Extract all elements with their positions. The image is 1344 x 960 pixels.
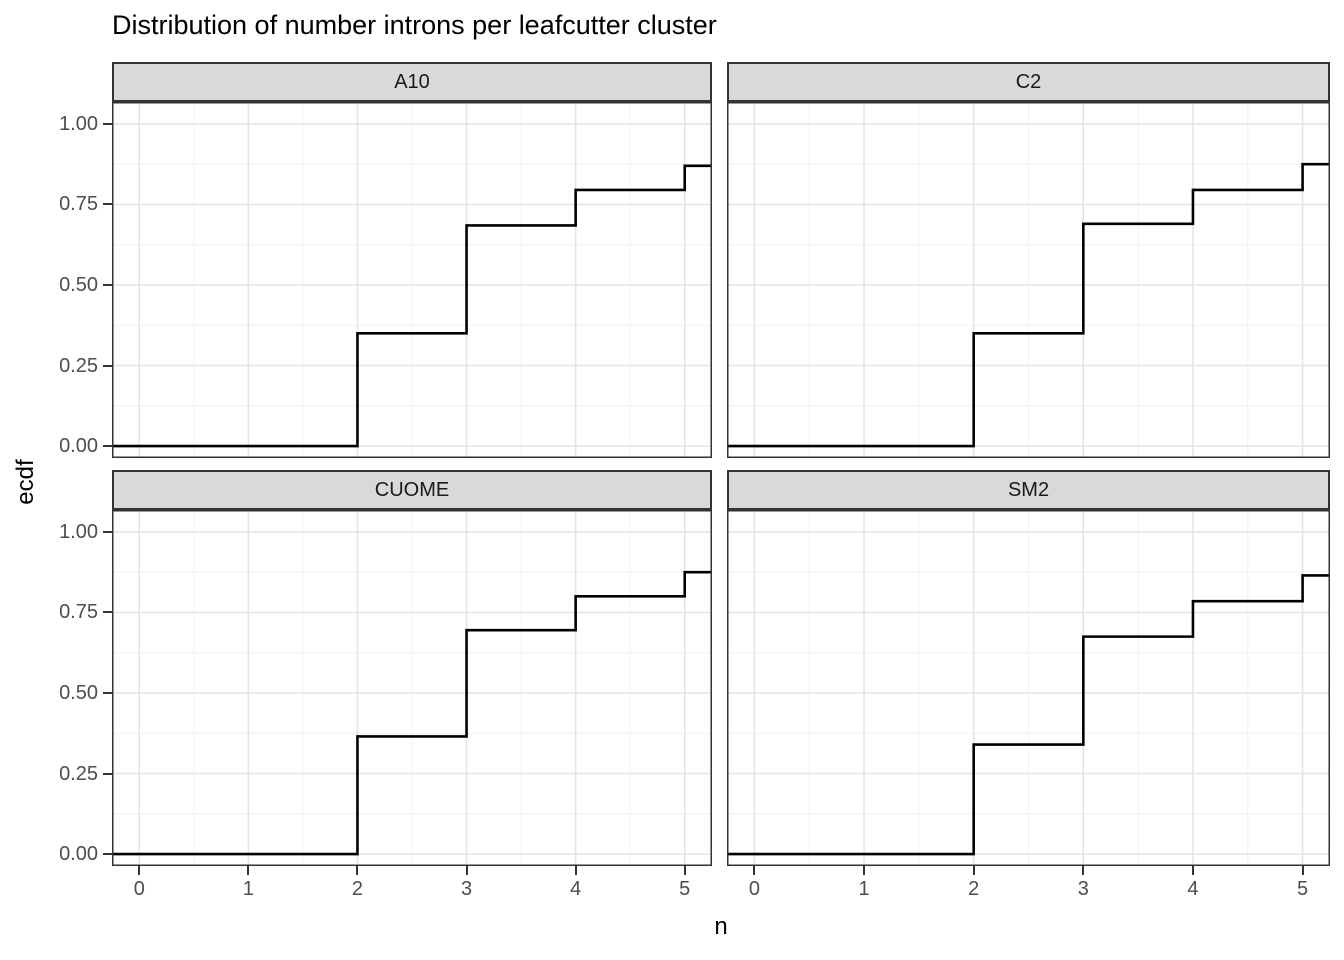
x-tick-mark: [972, 866, 975, 875]
x-axis-title: n: [714, 913, 728, 940]
y-tick-label: 0.00: [59, 843, 98, 866]
facet-strip: A10: [112, 62, 712, 102]
y-tick-label: 1.00: [59, 112, 98, 135]
x-tick-mark: [574, 866, 577, 875]
x-tick-mark: [1301, 866, 1304, 875]
y-tick-label: 0.50: [59, 681, 98, 704]
facet-strip-label: SM2: [1007, 478, 1050, 501]
facet-C2: C2: [727, 62, 1330, 458]
facet-strip-label: A10: [394, 70, 430, 93]
x-tick-mark: [356, 866, 359, 875]
y-tick-label: 0.25: [59, 762, 98, 785]
x-tick-label: 5: [679, 878, 691, 900]
facet-CUOME: CUOME 0.00 0.25 0.50 0.75 1.00 0 1 2 3 4 5: [59, 470, 712, 900]
plot-title: Distribution of number introns per leafc…: [112, 10, 717, 40]
y-tick-label: 1.00: [59, 520, 98, 543]
y-tick-mark: [103, 283, 112, 286]
y-tick-mark: [103, 364, 112, 367]
y-tick-label: 0.00: [59, 435, 98, 458]
x-tick-mark: [138, 866, 141, 875]
y-tick-label: 0.75: [59, 193, 98, 216]
y-tick-mark: [103, 203, 112, 206]
x-tick-label: 3: [460, 878, 473, 900]
facet-strip: CUOME: [112, 470, 712, 510]
x-tick-mark: [753, 866, 756, 875]
x-tick-label: 3: [1077, 878, 1089, 900]
y-tick-mark: [103, 122, 112, 125]
y-tick-mark: [103, 772, 112, 775]
y-tick-mark: [103, 691, 112, 694]
y-tick-mark: [103, 445, 112, 448]
ecdf-panel-CUOME: [112, 510, 712, 866]
y-tick-label: 0.75: [59, 601, 98, 624]
facet-strip: SM2: [727, 470, 1330, 510]
x-tick-label: 2: [351, 878, 364, 900]
y-tick-mark: [103, 853, 112, 856]
x-tick-mark: [1191, 866, 1194, 875]
facet-A10: A10 0.00 0.25 0.50 0.75 1.00: [59, 62, 712, 458]
y-tick-mark: [103, 530, 112, 533]
x-tick-label: 0: [748, 878, 760, 900]
x-tick-label: 4: [1187, 878, 1199, 900]
x-tick-mark: [683, 866, 686, 875]
ecdf-step-line: [112, 570, 712, 856]
ecdf-panel-SM2: [727, 510, 1330, 866]
ecdf-step-line: [112, 164, 712, 448]
x-tick-label: 1: [242, 878, 254, 900]
ecdf-step-line: [727, 162, 1330, 448]
x-tick-label: 4: [570, 878, 582, 900]
x-tick-mark: [247, 866, 250, 875]
y-axis-title: ecdf: [12, 459, 39, 505]
x-tick-mark: [863, 866, 866, 875]
facet-SM2: SM2 0 1 2 3 4 5: [727, 470, 1330, 900]
facet-strip: C2: [727, 62, 1330, 102]
y-tick-label: 0.50: [59, 273, 98, 296]
x-tick-label: 1: [858, 878, 870, 900]
x-tick-label: 0: [133, 878, 145, 900]
ecdf-panel-A10: [112, 102, 712, 458]
facet-strip-label: C2: [1015, 70, 1042, 93]
ecdf-step-line: [727, 574, 1330, 856]
x-tick-mark: [1082, 866, 1085, 875]
y-tick-mark: [103, 611, 112, 614]
y-tick-label: 0.25: [59, 354, 98, 377]
ecdf-panel-C2: [727, 102, 1330, 458]
x-tick-label: 2: [968, 878, 980, 900]
facet-strip-label: CUOME: [374, 478, 450, 501]
x-tick-label: 5: [1297, 878, 1309, 900]
x-tick-mark: [465, 866, 468, 875]
